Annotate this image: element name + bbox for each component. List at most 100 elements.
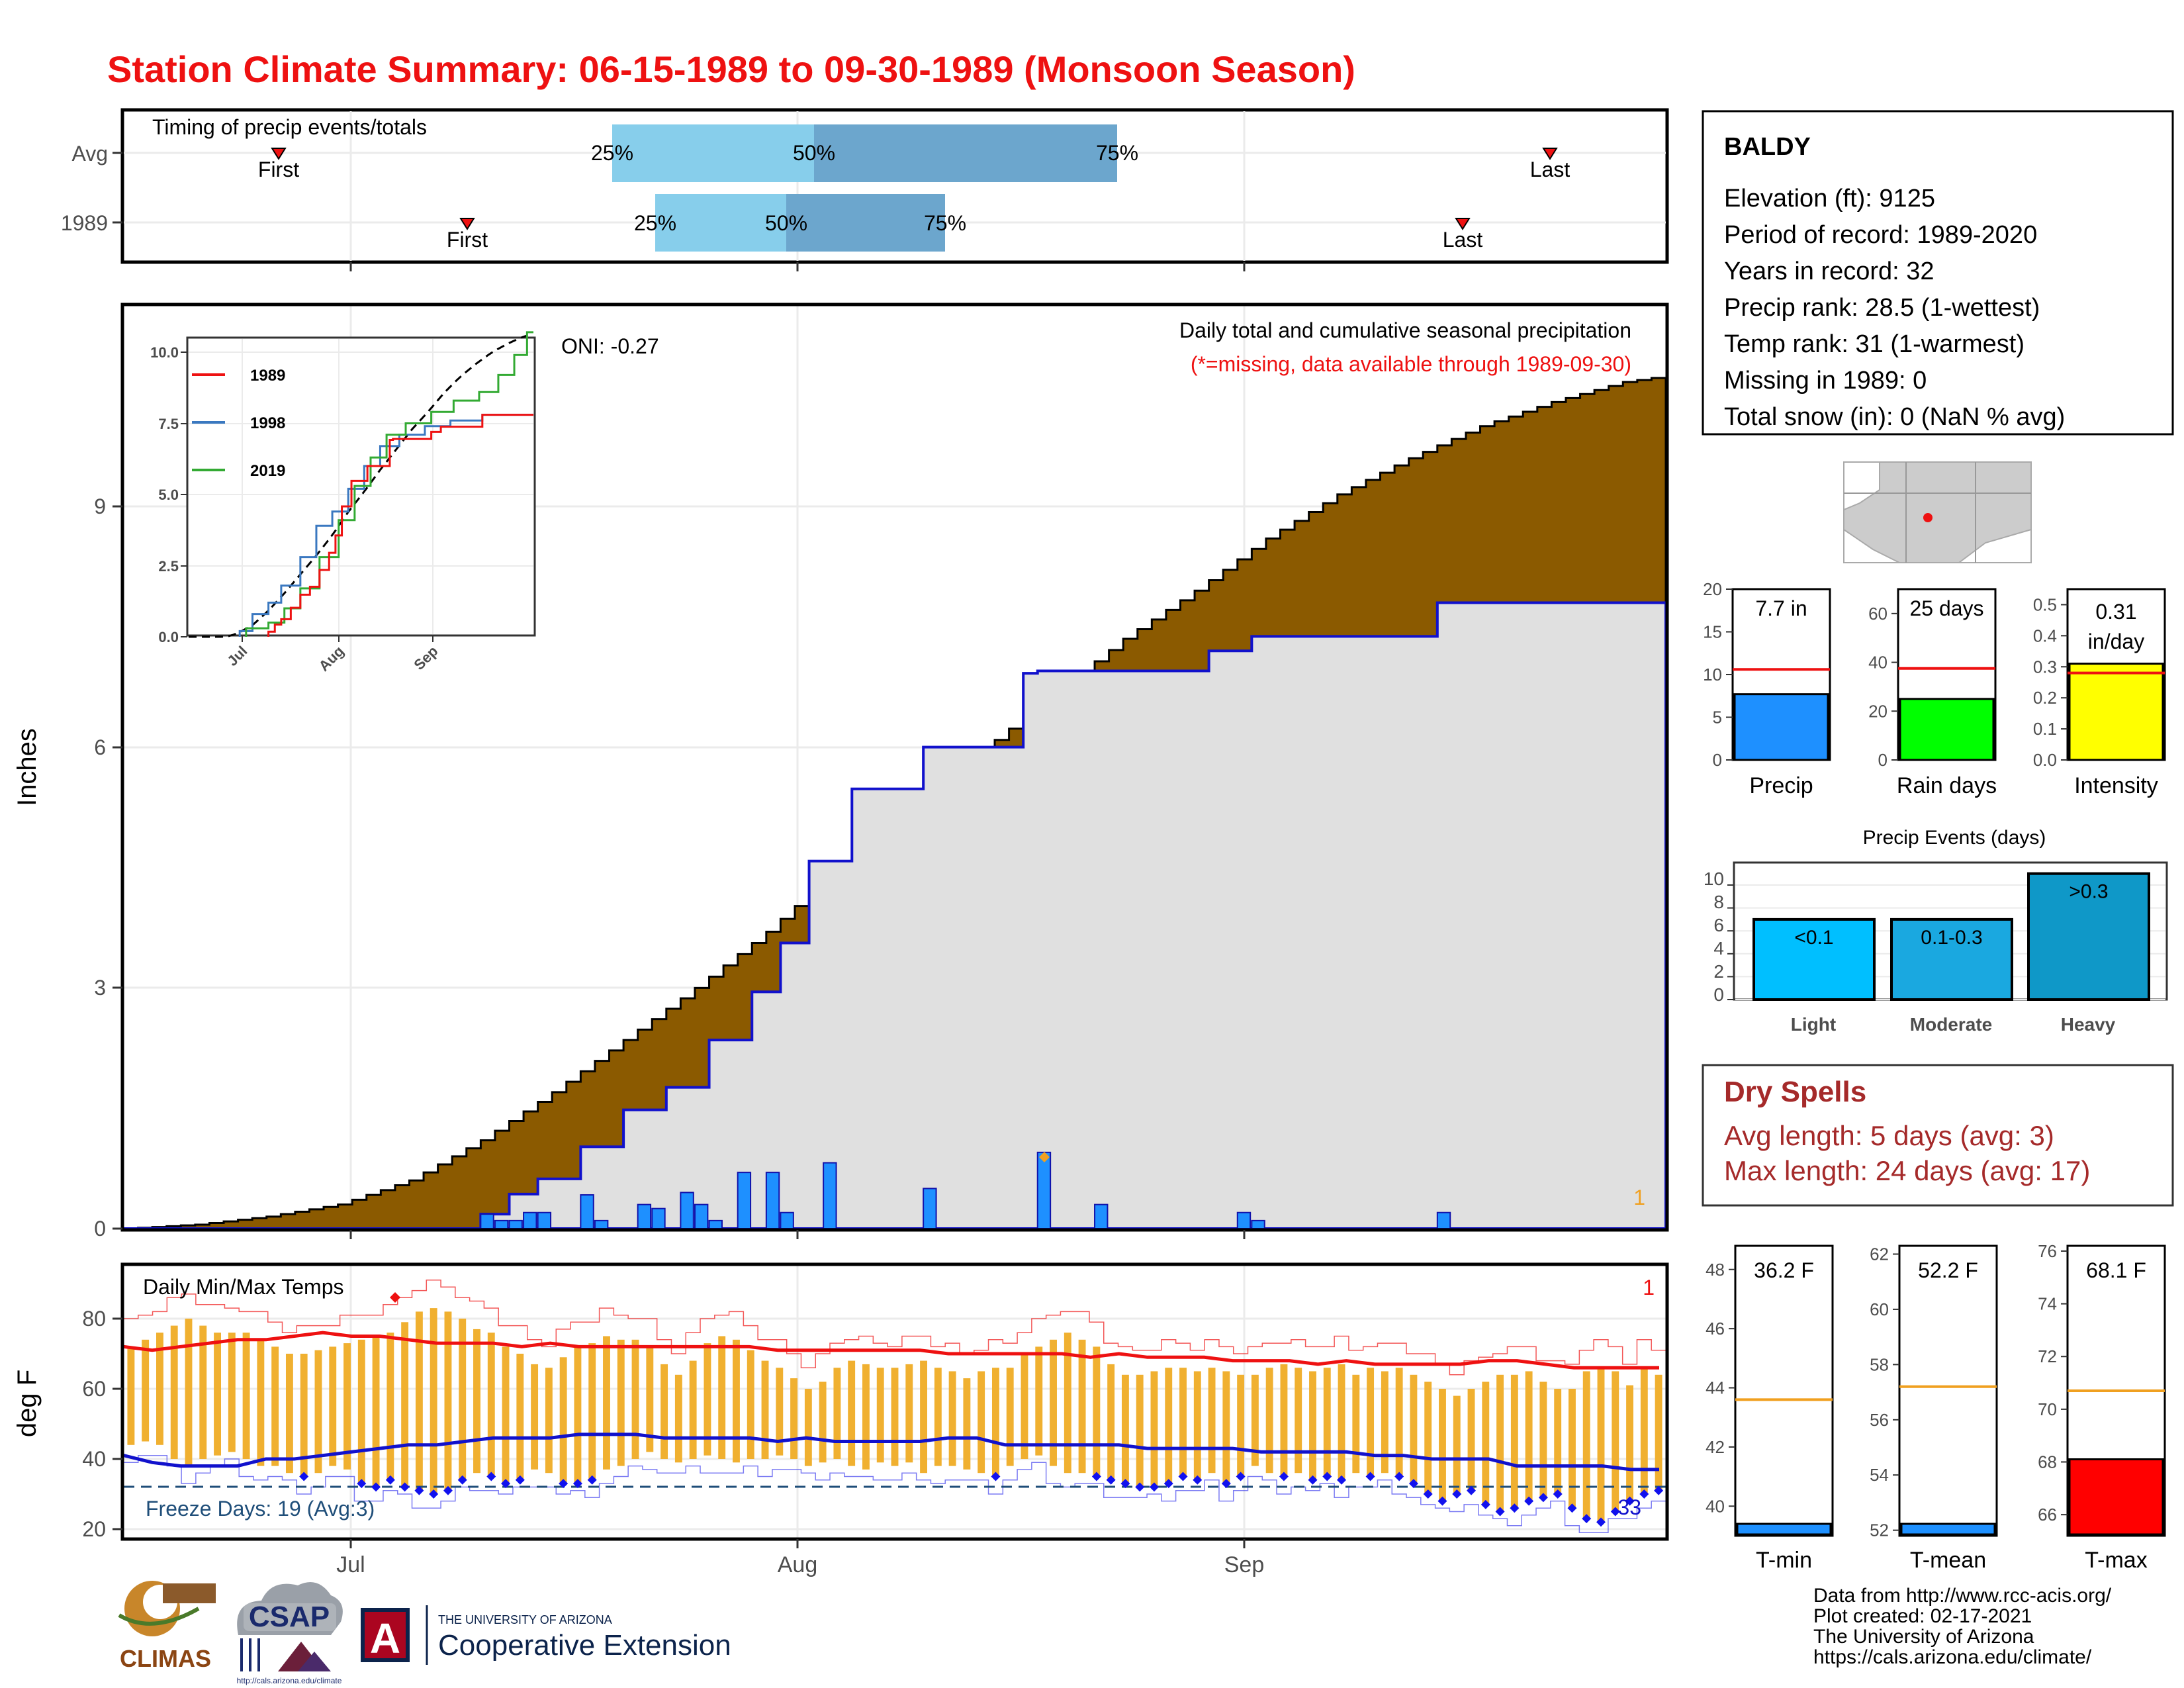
freeze-day-marker	[1452, 1489, 1462, 1499]
freeze-day-marker	[1308, 1475, 1318, 1485]
precip-bar	[651, 1207, 666, 1230]
mini-chart-label: Rain days	[1897, 773, 1997, 798]
temp-range-bar	[1539, 1382, 1547, 1498]
timing-avg-first-label: First	[258, 158, 299, 181]
inset-average-line	[189, 334, 527, 638]
inset-ytick-4: 10.0	[150, 344, 179, 361]
temp-range-bar	[1208, 1368, 1216, 1474]
temp-chart-ytick: 52	[1870, 1521, 1889, 1540]
temp-range-bar	[314, 1350, 322, 1474]
temp-corner-min: 33	[1617, 1495, 1641, 1519]
temp-range-bar	[963, 1378, 971, 1470]
temp-panel-title: Daily Min/Max Temps	[143, 1275, 343, 1299]
temp-range-bar	[991, 1368, 999, 1477]
temp-range-bar	[199, 1325, 207, 1459]
mini-chart-value: 0.31	[2095, 600, 2136, 624]
freeze-day-marker	[1337, 1475, 1347, 1485]
freeze-day-marker	[1178, 1472, 1188, 1481]
freeze-day-marker	[1120, 1479, 1130, 1489]
temp-range-bar	[704, 1343, 711, 1456]
precip-bar	[1236, 1211, 1251, 1230]
timing-1989-last-label: Last	[1443, 228, 1483, 252]
temp-range-bar	[285, 1354, 293, 1474]
mini-chart-bar	[2068, 663, 2164, 761]
station-name: BALDY	[1724, 133, 1811, 161]
precip-ytick-0: 0	[94, 1217, 106, 1241]
temp-range-bar	[1424, 1382, 1432, 1494]
temp-range-bar	[343, 1343, 351, 1470]
freeze-day-marker	[357, 1479, 367, 1489]
mini-chart-ytick: 0.2	[2033, 688, 2057, 708]
temp-range-bar	[372, 1336, 380, 1487]
precip-bar	[765, 1172, 780, 1229]
temp-range-bar	[920, 1360, 927, 1474]
mini-chart-value-unit: in/day	[2088, 630, 2144, 653]
freeze-day-marker	[457, 1475, 467, 1485]
timing-avg-q1-bar	[612, 124, 814, 182]
temp-ytick-20: 20	[82, 1517, 106, 1541]
events-ytick-0: 0	[1713, 984, 1724, 1005]
freeze-day-marker	[1135, 1482, 1145, 1492]
temp-range-bar	[804, 1389, 812, 1466]
precip-bar	[537, 1211, 552, 1230]
precip-ytick-6: 6	[94, 735, 106, 759]
temp-range-bar	[487, 1333, 495, 1477]
temp-chart-frame	[1734, 1244, 1834, 1537]
timing-1989-last-marker	[1455, 218, 1471, 230]
precip-bar	[694, 1203, 709, 1229]
freeze-day-marker	[1567, 1503, 1577, 1513]
temp-range-bar	[228, 1333, 236, 1452]
station-location-dot	[1923, 513, 1933, 522]
inset-ytick-0: 0.0	[158, 629, 179, 645]
temp-chart-ytick: 72	[2038, 1346, 2057, 1366]
mini-chart-ytick: 0	[1878, 750, 1888, 770]
freeze-days-label: Freeze Days: 19 (Avg:3)	[146, 1497, 375, 1521]
temp-range-bar	[1179, 1368, 1187, 1477]
temp-range-bar	[473, 1329, 480, 1474]
mini-chart-ytick: 15	[1703, 622, 1722, 642]
mini-chart-bar	[1899, 698, 1995, 761]
dry-spells-max: Max length: 24 days (avg: 17)	[1724, 1155, 2090, 1186]
station-line: Total snow (in): 0 (NaN % avg)	[1724, 403, 2065, 431]
freeze-day-marker	[587, 1475, 597, 1485]
temp-ytick-60: 60	[82, 1377, 106, 1401]
daily-temp-range-bars	[127, 1308, 1662, 1523]
temp-range-bar	[1612, 1371, 1619, 1512]
temp-range-bar	[1309, 1371, 1316, 1480]
tmin-average-line	[123, 1432, 1659, 1472]
temp-range-bar	[1078, 1339, 1086, 1474]
temp-range-bar	[733, 1339, 740, 1463]
cumulative-inset: 1989 1998 2019 0.0 2.5 5.0 7.5 10.0 Jul …	[150, 331, 536, 675]
temp-range-bar	[357, 1339, 365, 1484]
precip-bar	[1251, 1219, 1265, 1230]
freeze-day-marker	[1510, 1503, 1520, 1513]
season-total-charts: 7.7 in Precip 0 5 10 15 20 25 days Rain days 0 20 4…	[1703, 579, 2166, 798]
temp-range-bar	[300, 1354, 308, 1477]
freeze-day-marker	[1610, 1507, 1620, 1517]
precip-ytick-3: 3	[94, 976, 106, 1000]
precip-yticks: 0 3 6 9	[94, 494, 106, 1241]
temp-range-bar	[214, 1333, 221, 1456]
temp-range-bar	[1640, 1368, 1648, 1494]
inset-line-1989	[267, 414, 533, 637]
temp-chart-label: T-mean	[1910, 1548, 1986, 1573]
temp-range-bar	[1597, 1368, 1605, 1523]
precip-bar	[580, 1194, 594, 1230]
temp-range-bar	[1626, 1385, 1634, 1501]
temp-range-bar	[1280, 1364, 1288, 1477]
temp-range-bar	[1381, 1371, 1388, 1474]
freeze-day-marker	[1495, 1507, 1505, 1517]
temp-range-bar	[516, 1354, 524, 1480]
temp-range-bar	[934, 1368, 942, 1466]
freeze-day-marker	[1582, 1514, 1592, 1524]
inset-ytick-2: 5.0	[158, 487, 179, 503]
temp-range-bar	[415, 1311, 423, 1491]
inset-line-2019	[245, 331, 533, 637]
temp-range-bar	[387, 1333, 394, 1480]
event-bar-label: >0.3	[2069, 881, 2108, 903]
events-ytick-2: 2	[1713, 961, 1724, 982]
temp-chart-bar	[2068, 1458, 2164, 1536]
temp-range-bar	[1367, 1368, 1375, 1477]
precip-bar	[523, 1211, 537, 1230]
mini-chart-ytick: 0.5	[2033, 594, 2057, 614]
